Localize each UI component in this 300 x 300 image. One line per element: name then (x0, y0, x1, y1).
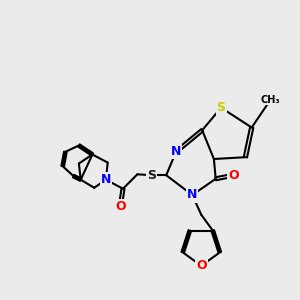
Text: S: S (217, 101, 226, 114)
Text: N: N (101, 173, 111, 186)
Text: O: O (115, 200, 126, 213)
Text: N: N (187, 188, 197, 202)
Text: O: O (228, 169, 239, 182)
Text: S: S (147, 169, 156, 182)
Text: CH₃: CH₃ (261, 94, 280, 105)
Text: O: O (196, 259, 207, 272)
Text: N: N (171, 145, 181, 158)
